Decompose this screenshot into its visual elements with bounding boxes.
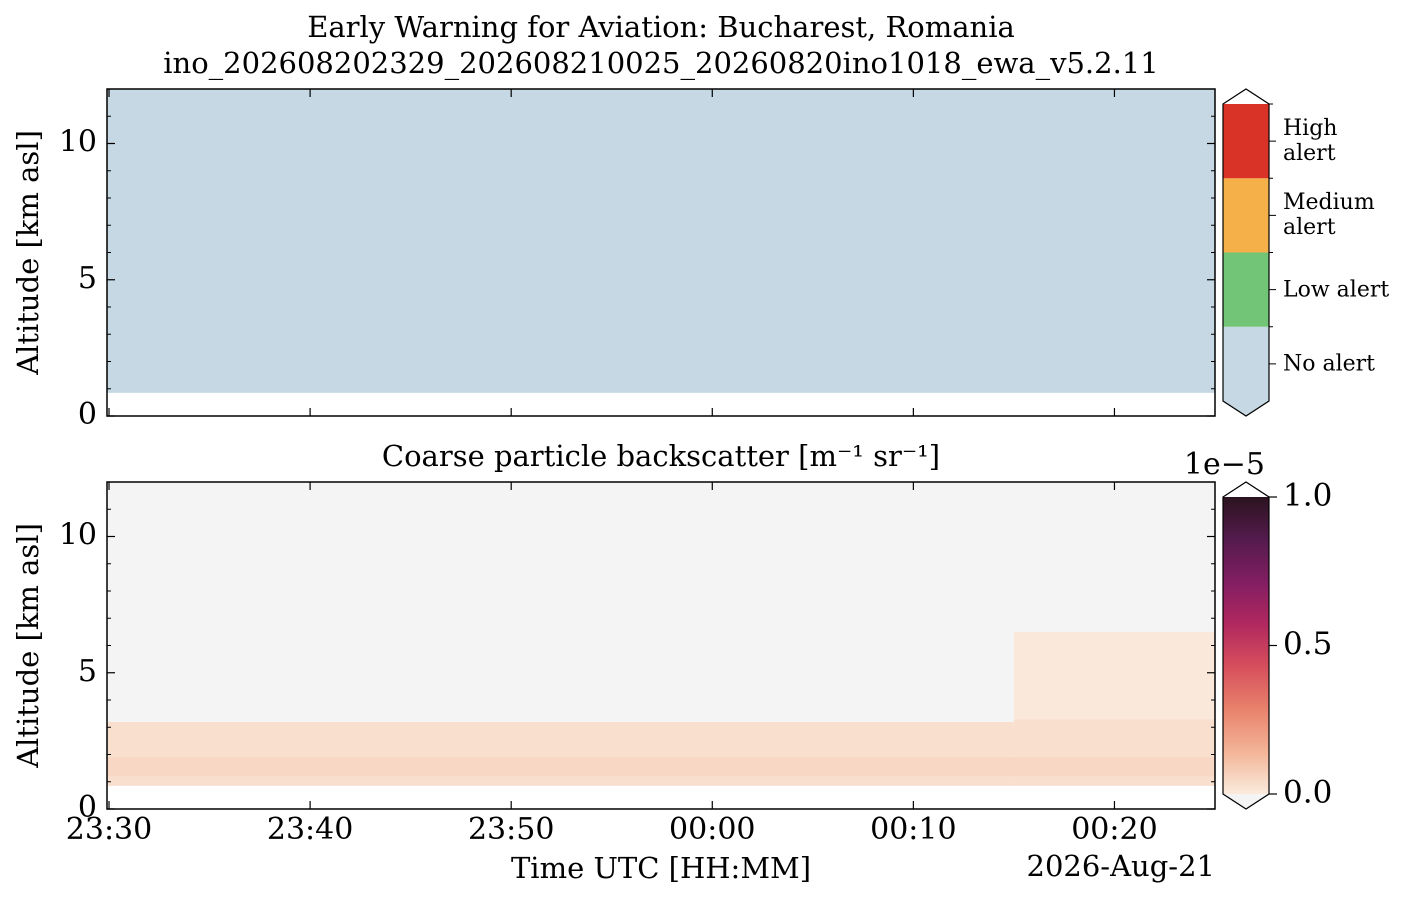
colorbar-offset-label: 1e−5 xyxy=(1184,447,1265,482)
colorbar-segment xyxy=(1223,178,1269,253)
data-cell xyxy=(1013,757,1215,777)
y-tick-label: 10 xyxy=(59,518,97,553)
data-cell xyxy=(1013,631,1215,720)
y-axis-label: Altitude [km asl] xyxy=(11,130,45,376)
legend-label: Low alert xyxy=(1283,277,1390,303)
y-tick-label: 10 xyxy=(59,125,97,160)
y-axis-label: Altitude [km asl] xyxy=(11,523,45,769)
legend-label: Medium alert xyxy=(1283,190,1375,241)
colorbar-segment xyxy=(1223,252,1269,327)
colorbar-segment xyxy=(1223,326,1269,401)
x-tick-label: 23:30 xyxy=(66,812,152,847)
legend-label: No alert xyxy=(1283,351,1376,377)
x-tick-label: 00:20 xyxy=(1071,812,1157,847)
colorbar-tick-label: 0.0 xyxy=(1283,775,1332,811)
x-tick-label: 00:00 xyxy=(669,812,755,847)
colorbar-outline xyxy=(1222,481,1270,810)
data-cell xyxy=(1013,482,1215,632)
colorbar-tick-label: 1.0 xyxy=(1283,478,1332,514)
x-tick-label: 23:50 xyxy=(468,812,554,847)
chart-subtitle: ino_202608202329_202608210025_20260820in… xyxy=(163,46,1158,81)
x-tick-label: 23:40 xyxy=(267,812,353,847)
y-tick-label: 0 xyxy=(78,397,97,432)
legend-label: High alert xyxy=(1283,116,1338,167)
colorbar-over xyxy=(1223,89,1269,104)
colorbar-under xyxy=(1223,401,1269,416)
colorbar-under xyxy=(1223,794,1269,809)
data-cell xyxy=(107,89,1215,393)
colorbar-segment xyxy=(1223,104,1269,179)
panel-title: Coarse particle backscatter [m⁻¹ sr⁻¹] xyxy=(382,439,940,473)
chart-title: Early Warning for Aviation: Bucharest, R… xyxy=(307,10,1015,44)
date-label: 2026-Aug-21 xyxy=(1027,849,1216,883)
colorbar-tick-label: 0.5 xyxy=(1283,626,1332,662)
y-tick-label: 5 xyxy=(78,654,97,689)
y-tick-label: 5 xyxy=(78,261,97,296)
colorbar-over xyxy=(1223,482,1269,497)
x-axis-label: Time UTC [HH:MM] xyxy=(511,851,811,885)
data-cell xyxy=(107,482,1014,722)
y-tick-label: 0 xyxy=(78,790,97,825)
x-tick-label: 00:10 xyxy=(870,812,956,847)
colorbar-gradient xyxy=(1223,497,1269,794)
colorbar-outline xyxy=(1222,88,1270,417)
data-cell xyxy=(107,757,1014,777)
